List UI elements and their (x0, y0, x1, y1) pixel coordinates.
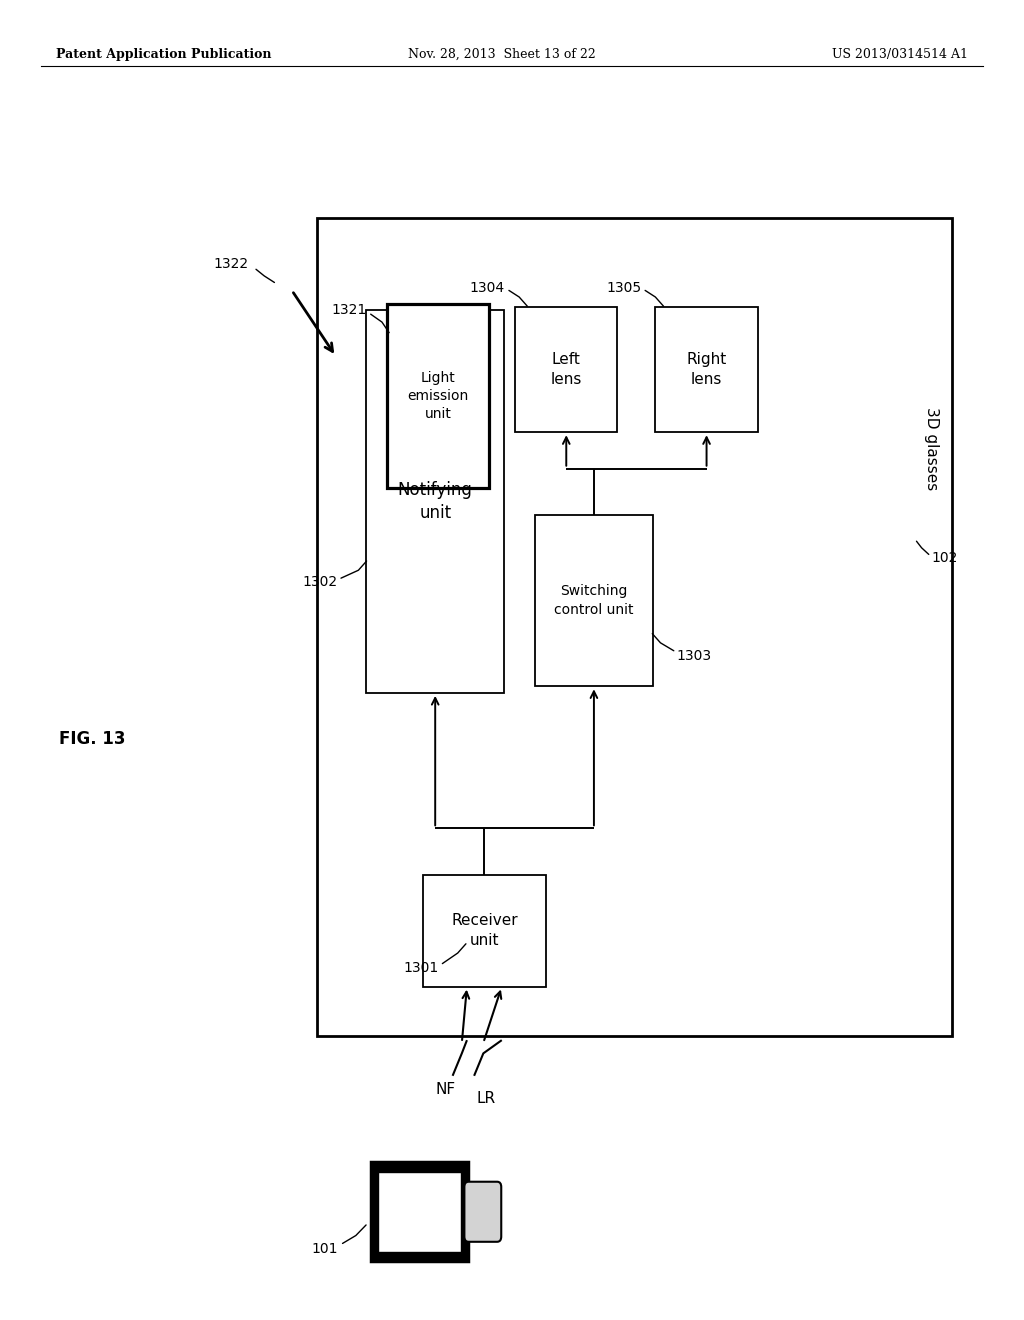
FancyBboxPatch shape (423, 874, 546, 987)
Text: Receiver
unit: Receiver unit (451, 913, 518, 948)
Text: Notifying
unit: Notifying unit (397, 480, 473, 523)
Text: 1301: 1301 (403, 961, 438, 974)
Text: Patent Application Publication: Patent Application Publication (56, 48, 271, 61)
Text: Switching
control unit: Switching control unit (554, 585, 634, 616)
FancyBboxPatch shape (367, 310, 504, 693)
Text: Light
emission
unit: Light emission unit (408, 371, 469, 421)
Text: Nov. 28, 2013  Sheet 13 of 22: Nov. 28, 2013 Sheet 13 of 22 (408, 48, 596, 61)
Text: 1303: 1303 (677, 649, 712, 663)
Text: 1321: 1321 (332, 304, 367, 317)
Text: US 2013/0314514 A1: US 2013/0314514 A1 (831, 48, 968, 61)
Text: 101: 101 (312, 1242, 338, 1255)
Text: 3D glasses: 3D glasses (925, 407, 939, 491)
Text: 1302: 1302 (303, 576, 338, 589)
FancyBboxPatch shape (371, 1163, 469, 1262)
Text: FIG. 13: FIG. 13 (59, 730, 125, 748)
Text: 1322: 1322 (214, 257, 249, 271)
FancyBboxPatch shape (379, 1172, 461, 1251)
FancyBboxPatch shape (655, 308, 758, 433)
Text: 1304: 1304 (470, 281, 505, 294)
Text: 1305: 1305 (607, 281, 642, 294)
Text: 102: 102 (932, 552, 958, 565)
FancyBboxPatch shape (535, 515, 653, 686)
FancyBboxPatch shape (515, 308, 617, 433)
Text: NF: NF (435, 1081, 456, 1097)
Text: Right
lens: Right lens (686, 352, 727, 387)
Text: LR: LR (477, 1090, 496, 1106)
FancyBboxPatch shape (464, 1181, 501, 1242)
Text: Left
lens: Left lens (551, 352, 582, 387)
FancyBboxPatch shape (387, 304, 489, 488)
FancyBboxPatch shape (317, 218, 952, 1036)
